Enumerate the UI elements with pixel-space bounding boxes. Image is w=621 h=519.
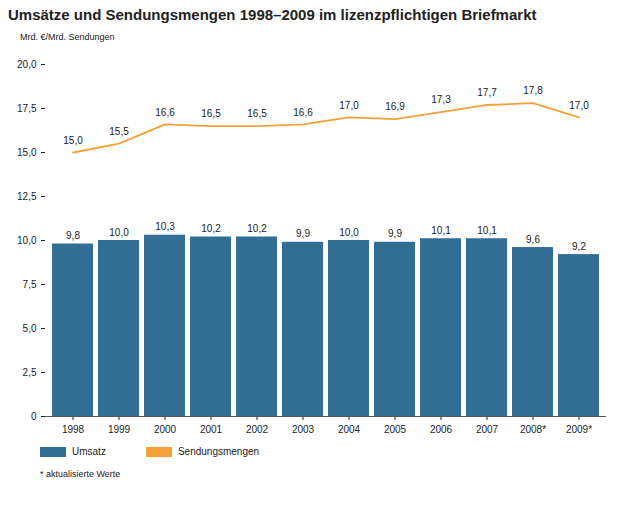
svg-text:15,0: 15,0 (17, 147, 37, 158)
svg-text:5,0: 5,0 (23, 323, 37, 334)
svg-text:2009*: 2009* (566, 424, 592, 435)
svg-text:2004: 2004 (338, 424, 361, 435)
svg-text:10,1: 10,1 (431, 225, 451, 236)
svg-text:2008*: 2008* (520, 424, 546, 435)
svg-text:9,2: 9,2 (572, 241, 586, 252)
svg-text:16,6: 16,6 (155, 107, 175, 118)
svg-text:10,3: 10,3 (155, 221, 175, 232)
html-text:Umsätze und Sendungsmengen 199: Umsätze und Sendungsmengen 1998–2009 im … (8, 6, 537, 23)
svg-text:2005: 2005 (384, 424, 407, 435)
svg-text:0: 0 (31, 411, 37, 422)
svg-text:15,0: 15,0 (63, 135, 83, 146)
svg-text:15,5: 15,5 (109, 126, 129, 137)
svg-text:10,0: 10,0 (109, 227, 129, 238)
svg-text:16,5: 16,5 (247, 108, 267, 119)
svg-text:10,2: 10,2 (201, 223, 221, 234)
svg-text:12,5: 12,5 (17, 191, 37, 202)
svg-text:16,6: 16,6 (293, 107, 313, 118)
svg-text:2,5: 2,5 (23, 367, 37, 378)
svg-text:2003: 2003 (292, 424, 315, 435)
svg-text:2006: 2006 (430, 424, 453, 435)
svg-text:9,9: 9,9 (388, 228, 402, 239)
svg-text:10,2: 10,2 (247, 223, 267, 234)
svg-text:17,8: 17,8 (523, 85, 543, 96)
svg-text:9,8: 9,8 (66, 230, 80, 241)
html-text:* aktualisierte Werte: * aktualisierte Werte (40, 469, 121, 479)
svg-text:7,5: 7,5 (23, 279, 37, 290)
svg-text:10,0: 10,0 (339, 227, 359, 238)
svg-text:2001: 2001 (200, 424, 223, 435)
html-text:Sendungsmengen: Sendungsmengen (177, 446, 260, 457)
svg-text:17,7: 17,7 (477, 87, 497, 98)
svg-text:16,9: 16,9 (385, 101, 405, 112)
svg-text:2000: 2000 (154, 424, 177, 435)
svg-text:17,5: 17,5 (17, 103, 37, 114)
svg-text:2007: 2007 (476, 424, 499, 435)
svg-text:1998: 1998 (62, 424, 85, 435)
svg-text:17,0: 17,0 (339, 100, 359, 111)
html-text:Mrd. €/Mrd. Sendungen: Mrd. €/Mrd. Sendungen (20, 32, 115, 42)
svg-text:17,3: 17,3 (431, 94, 451, 105)
svg-text:1999: 1999 (108, 424, 131, 435)
svg-text:10,0: 10,0 (17, 235, 37, 246)
svg-text:17,0: 17,0 (569, 100, 589, 111)
html-text:Umsatz: Umsatz (72, 446, 106, 457)
svg-text:9,9: 9,9 (296, 228, 310, 239)
svg-text:20,0: 20,0 (17, 59, 37, 70)
svg-text:16,5: 16,5 (201, 108, 221, 119)
svg-text:10,1: 10,1 (477, 225, 497, 236)
svg-text:2002: 2002 (246, 424, 269, 435)
svg-text:9,6: 9,6 (526, 234, 540, 245)
